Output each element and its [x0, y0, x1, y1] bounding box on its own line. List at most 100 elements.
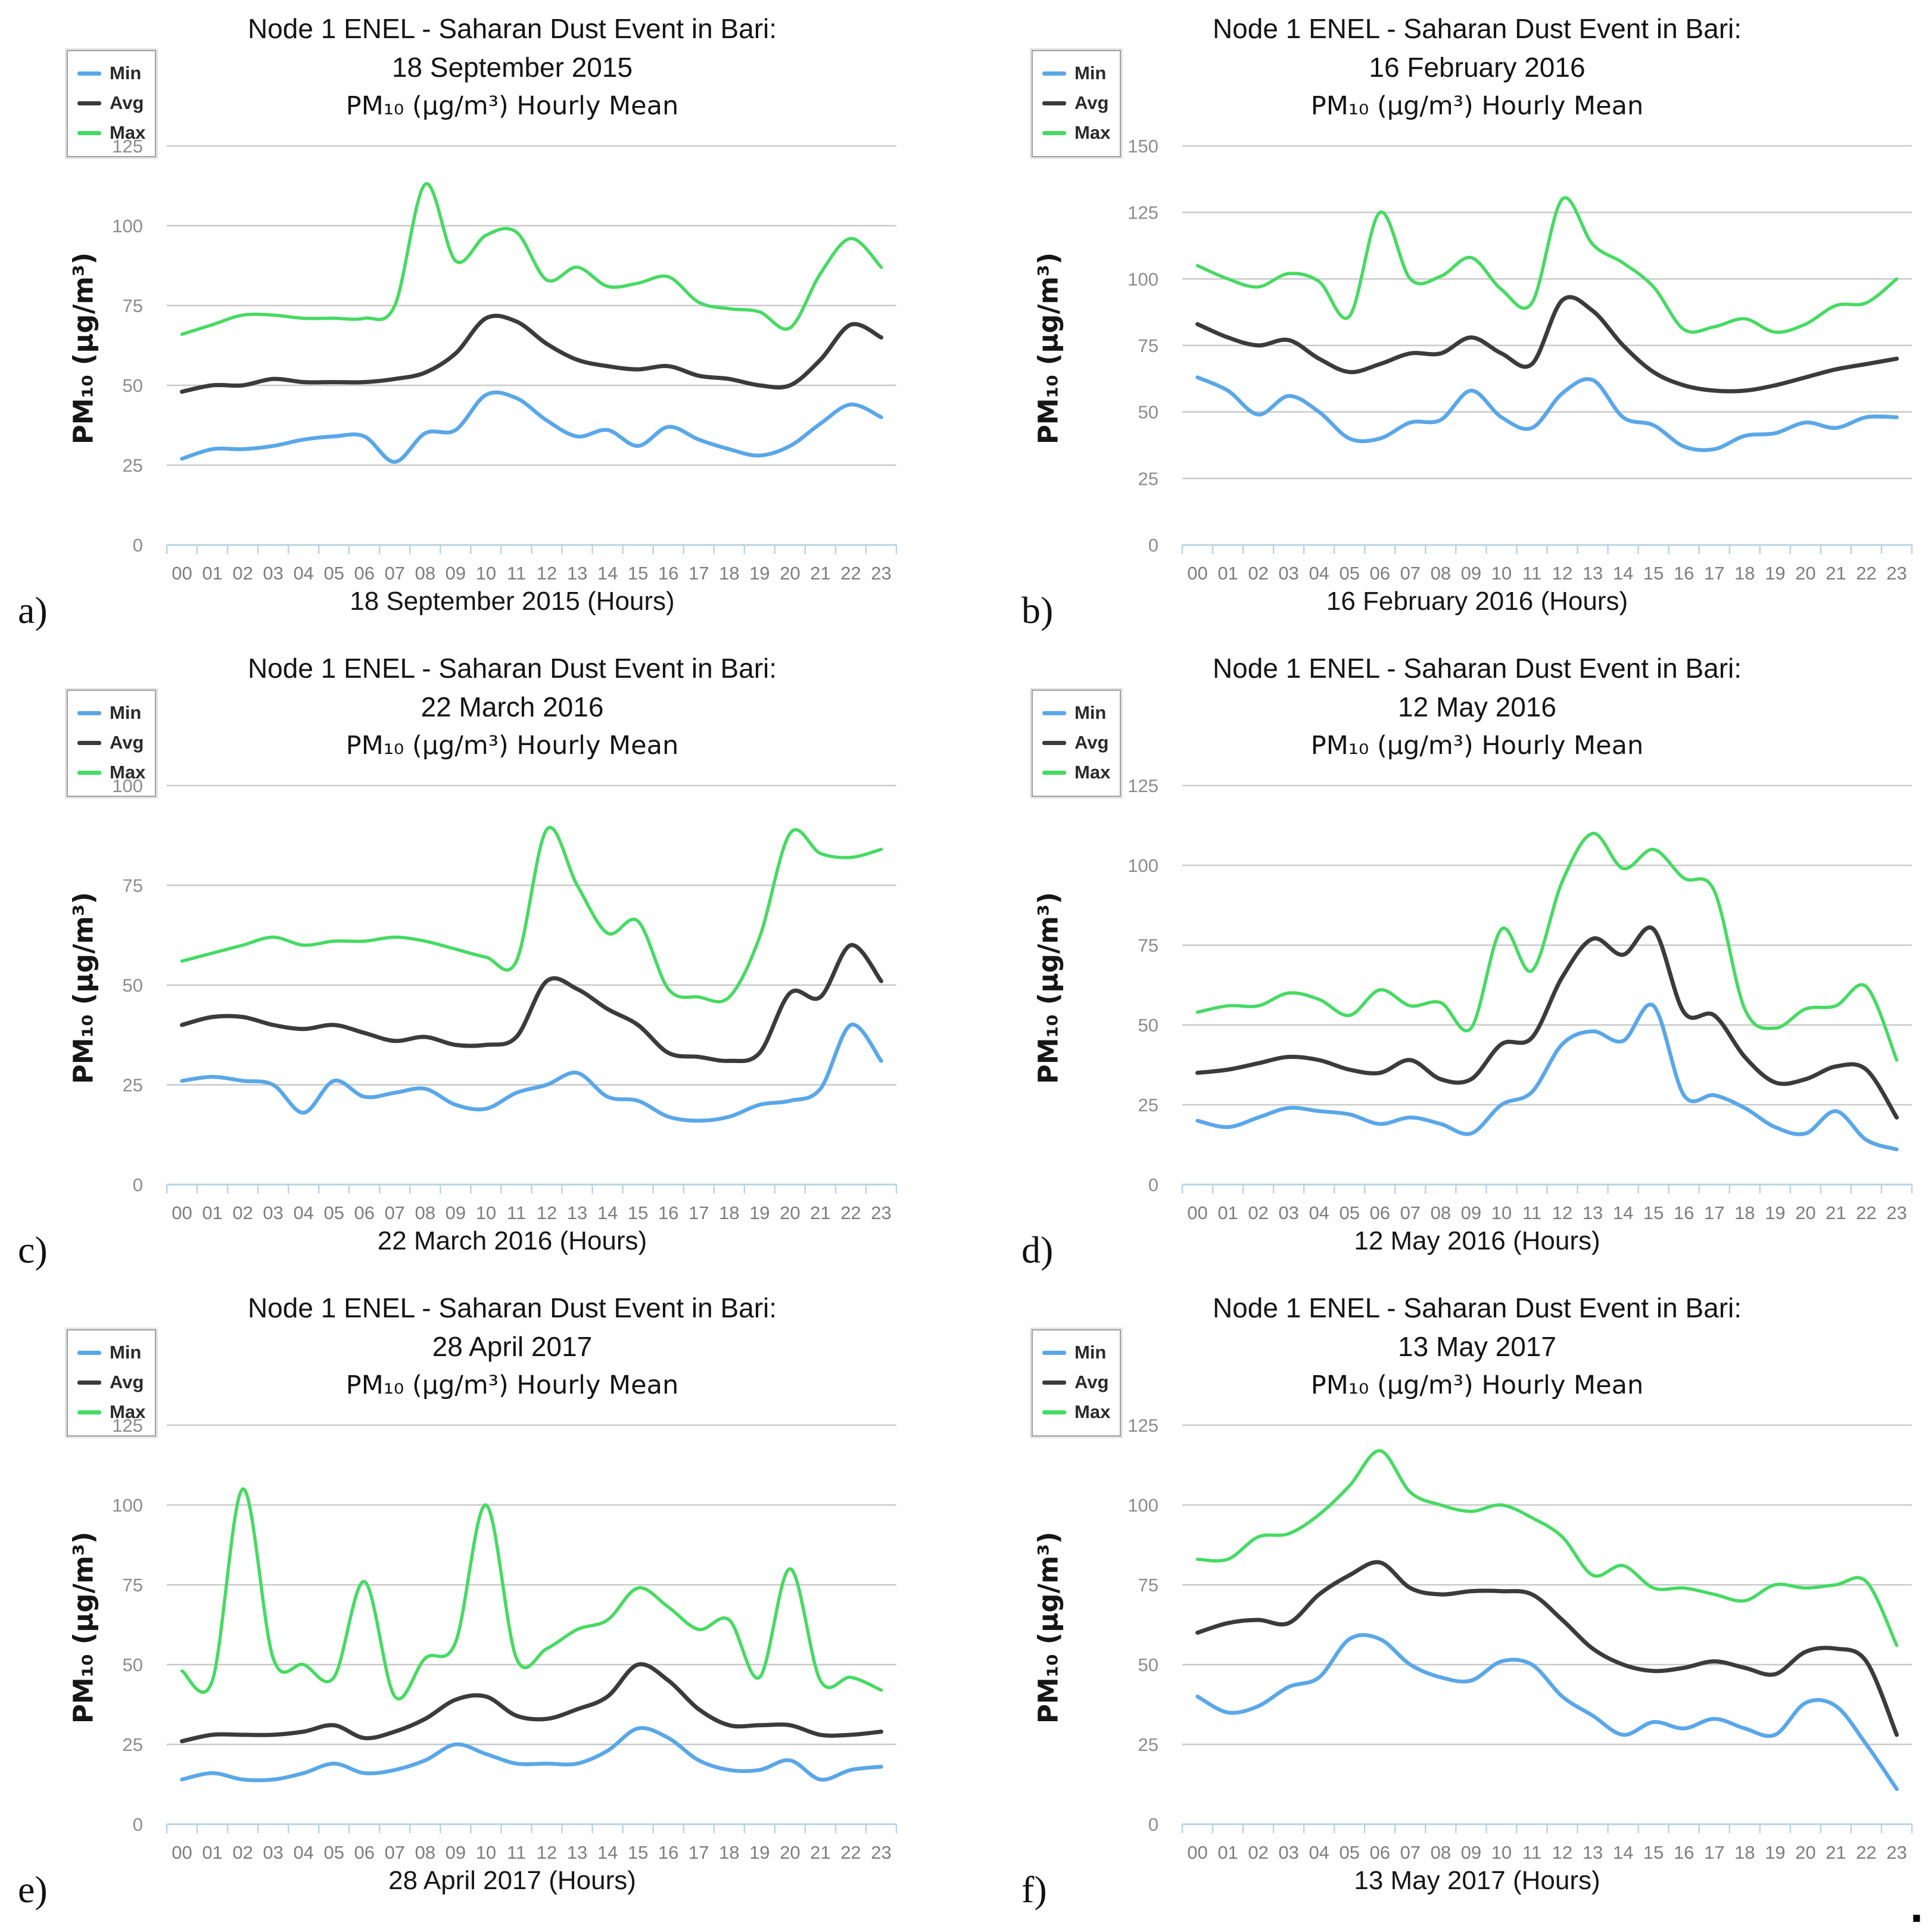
- panel-letter-c: c): [18, 1229, 48, 1271]
- svg-text:23: 23: [871, 1842, 891, 1863]
- chart-title-line2: 22 March 2016: [421, 691, 604, 722]
- svg-text:09: 09: [1461, 1202, 1481, 1223]
- svg-text:100: 100: [112, 1495, 143, 1516]
- chart-title-line1: Node 1 ENEL - Saharan Dust Event in Bari…: [247, 13, 777, 44]
- svg-text:25: 25: [123, 1075, 143, 1096]
- svg-text:06: 06: [1370, 1842, 1390, 1863]
- legend-label-avg: Avg: [1074, 92, 1109, 113]
- legend-item-min: Min: [1042, 1338, 1120, 1367]
- svg-text:22: 22: [1856, 1842, 1876, 1863]
- min-line-swatch-icon: [77, 71, 101, 76]
- svg-text:10: 10: [1491, 1202, 1512, 1223]
- svg-text:13: 13: [567, 1842, 587, 1863]
- svg-text:02: 02: [1248, 1202, 1268, 1223]
- svg-text:17: 17: [1704, 1202, 1724, 1223]
- legend-label-min: Min: [110, 63, 142, 83]
- panel-letter-b: b): [1021, 589, 1054, 631]
- svg-text:01: 01: [1217, 563, 1238, 584]
- svg-text:19: 19: [1765, 1842, 1785, 1863]
- legend-item-min: Min: [1042, 58, 1120, 88]
- svg-text:25: 25: [123, 1734, 143, 1755]
- panel-letter-a: a): [18, 589, 48, 631]
- chart-title-line2: 13 May 2017: [1398, 1331, 1556, 1362]
- svg-text:09: 09: [1461, 563, 1481, 584]
- svg-text:150: 150: [1127, 136, 1158, 157]
- svg-text:20: 20: [1795, 1202, 1815, 1223]
- svg-text:07: 07: [1400, 563, 1421, 584]
- max-line-swatch-icon: [77, 770, 101, 775]
- legend-item-avg: Avg: [1042, 1367, 1120, 1397]
- svg-text:16: 16: [1674, 1202, 1694, 1223]
- svg-text:05: 05: [323, 1842, 344, 1863]
- svg-text:00: 00: [1187, 1202, 1207, 1223]
- svg-text:50: 50: [123, 1654, 143, 1675]
- svg-text:08: 08: [415, 1842, 435, 1863]
- svg-text:11: 11: [507, 563, 526, 584]
- svg-text:0: 0: [133, 1174, 143, 1195]
- avg-line-swatch-icon: [1042, 101, 1066, 105]
- avg-line-swatch-icon: [1042, 1380, 1066, 1385]
- svg-text:19: 19: [749, 1202, 770, 1223]
- max-line-swatch-icon: [77, 1410, 101, 1414]
- svg-text:0: 0: [1148, 1814, 1158, 1835]
- svg-text:21: 21: [810, 1202, 830, 1223]
- svg-text:01: 01: [202, 1202, 222, 1223]
- legend-label-min: Min: [1074, 1342, 1107, 1363]
- chart-title: Node 1 ENEL - Saharan Dust Event in Bari…: [95, 1289, 929, 1405]
- svg-text:15: 15: [628, 1842, 648, 1863]
- svg-text:15: 15: [1643, 1202, 1664, 1223]
- chart-title: Node 1 ENEL - Saharan Dust Event in Bari…: [1060, 649, 1894, 765]
- svg-text:02: 02: [232, 1842, 253, 1863]
- svg-text:23: 23: [871, 563, 891, 584]
- svg-text:125: 125: [112, 136, 143, 157]
- x-axis-title: 13 May 2017 (Hours): [1354, 1866, 1600, 1895]
- svg-text:09: 09: [446, 1202, 466, 1223]
- min-line-swatch-icon: [77, 711, 101, 715]
- svg-text:100: 100: [112, 775, 143, 796]
- max-line-swatch-icon: [1042, 770, 1066, 775]
- svg-text:05: 05: [1339, 1202, 1359, 1223]
- svg-text:18: 18: [719, 1202, 739, 1223]
- svg-text:12: 12: [537, 563, 557, 584]
- x-axis-title: 28 April 2017 (Hours): [388, 1866, 636, 1895]
- svg-text:19: 19: [1765, 1202, 1785, 1223]
- svg-text:12: 12: [537, 1842, 557, 1863]
- svg-text:02: 02: [1248, 1842, 1268, 1863]
- svg-text:00: 00: [172, 563, 192, 584]
- svg-text:75: 75: [123, 295, 143, 316]
- svg-text:25: 25: [1138, 1734, 1158, 1755]
- max-line-swatch-icon: [1042, 1410, 1066, 1414]
- svg-text:01: 01: [1217, 1842, 1238, 1863]
- legend-item-max: Max: [77, 758, 155, 787]
- legend-label-max: Max: [1074, 1401, 1111, 1422]
- svg-text:16: 16: [1674, 563, 1694, 584]
- svg-text:75: 75: [1138, 935, 1158, 956]
- svg-text:18: 18: [1734, 563, 1755, 584]
- chart-title-line1: Node 1 ENEL - Saharan Dust Event in Bari…: [1212, 1292, 1742, 1323]
- legend-item-avg: Avg: [77, 1367, 155, 1397]
- svg-text:23: 23: [1886, 1842, 1907, 1863]
- svg-text:00: 00: [172, 1842, 192, 1863]
- chart-panel-b: Node 1 ENEL - Saharan Dust Event in Bari…: [965, 0, 1928, 640]
- svg-text:0: 0: [1148, 1174, 1158, 1195]
- svg-text:05: 05: [323, 1202, 344, 1223]
- svg-text:15: 15: [628, 563, 648, 584]
- svg-text:22: 22: [1856, 1202, 1876, 1223]
- svg-text:21: 21: [1826, 1202, 1846, 1223]
- svg-text:16: 16: [1674, 1842, 1694, 1863]
- svg-text:20: 20: [780, 1202, 800, 1223]
- svg-text:14: 14: [1613, 1202, 1633, 1223]
- svg-text:16: 16: [658, 1202, 678, 1223]
- chart-title-line3: PM₁₀ (µg/m³) Hourly Mean: [1310, 1370, 1644, 1400]
- chart-title-line1: Node 1 ENEL - Saharan Dust Event in Bari…: [1212, 13, 1742, 44]
- chart-title-line2: 28 April 2017: [432, 1331, 593, 1362]
- svg-text:07: 07: [1400, 1842, 1421, 1863]
- legend-label-min: Min: [110, 1342, 142, 1363]
- svg-text:02: 02: [232, 563, 253, 584]
- svg-text:17: 17: [689, 1842, 709, 1863]
- svg-text:0: 0: [1148, 535, 1158, 556]
- svg-text:00: 00: [1187, 1842, 1207, 1863]
- panel-letter-d: d): [1021, 1229, 1054, 1271]
- svg-text:08: 08: [415, 563, 435, 584]
- legend-label-avg: Avg: [110, 92, 144, 113]
